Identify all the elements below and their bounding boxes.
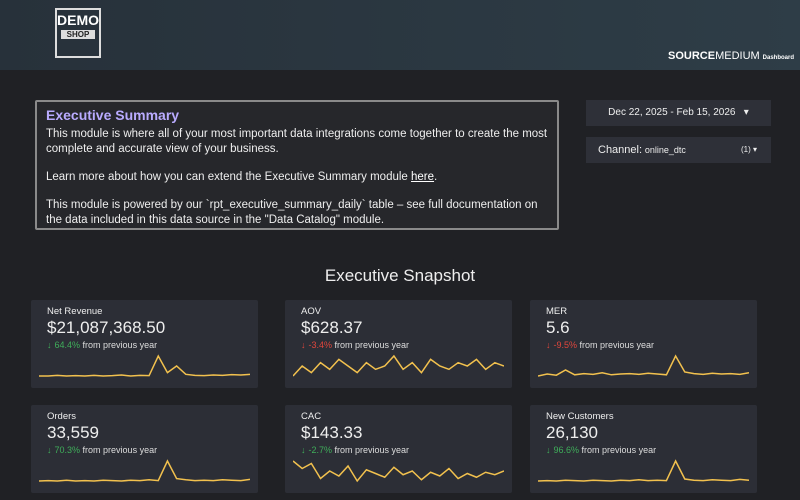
- comparison-text: from previous year: [82, 445, 158, 455]
- sparkline: [293, 460, 504, 483]
- channel-dropdown[interactable]: Channel: online_dtc (1) ▾: [586, 137, 771, 163]
- trend-arrow: ↓: [47, 445, 52, 455]
- paragraph: This module is where all of your most im…: [46, 128, 548, 155]
- metric-label: Orders: [47, 411, 77, 422]
- metric-label: New Customers: [546, 411, 614, 422]
- trend-arrow: ↓: [546, 340, 551, 350]
- sparkline-line: [293, 354, 504, 377]
- trend-arrow: ↓: [546, 445, 551, 455]
- brand-medium: MEDIUM: [715, 50, 760, 62]
- sparkline-line: [538, 459, 749, 482]
- trend-arrow: ↓: [47, 340, 52, 350]
- date-dropdown[interactable]: Dec 22, 2025 - Feb 15, 2026 ▾: [586, 100, 771, 126]
- metric-label: AOV: [301, 306, 322, 317]
- metric-card: AOV $628.37 ↓ -3.4% from previous year: [285, 300, 512, 388]
- date-range: Dec 22, 2025 - Feb 15, 2026: [608, 107, 736, 118]
- snapshot-title: Executive Snapshot: [324, 266, 476, 285]
- count: (1): [740, 145, 751, 154]
- summary-title: Executive Summary: [46, 107, 180, 123]
- text: Learn more about how you can extend the …: [46, 171, 412, 183]
- channel-count: (1) ▾: [740, 145, 757, 154]
- comparison-text: from previous year: [581, 445, 657, 455]
- comparison-text: from previous year: [334, 445, 410, 455]
- metric-change: ↓ -3.4% from previous year: [301, 340, 409, 350]
- brand-suffix: Dashboard: [762, 55, 795, 61]
- comparison-text: from previous year: [334, 340, 410, 350]
- metric-value: 26,130: [546, 423, 598, 442]
- metric-card: New Customers 26,130 ↓ 96.6% from previous …: [530, 405, 757, 493]
- logo-bottom: SHOP: [61, 30, 95, 39]
- metric-value: $628.37: [301, 318, 363, 337]
- metric-label: MER: [546, 306, 568, 317]
- brand: SOURCEMEDIUM Dashboard: [668, 50, 794, 62]
- sparkline: [293, 354, 504, 377]
- change-value: -9.5%: [553, 340, 578, 350]
- metric-change: ↓ -9.5% from previous year: [546, 340, 654, 350]
- sparkline: [39, 459, 250, 482]
- metric-card: CAC $143.33 ↓ -2.7% from previous year: [285, 405, 512, 493]
- metric-value: 5.6: [546, 318, 570, 337]
- change-value: 70.3%: [54, 445, 81, 455]
- channel-label: Channel:: [598, 144, 643, 156]
- metric-label: Net Revenue: [47, 306, 103, 317]
- metric-value: $143.33: [301, 423, 363, 442]
- sparkline-line: [39, 354, 250, 377]
- sparkline-line: [538, 354, 749, 377]
- sparkline: [538, 354, 749, 377]
- metric-label: CAC: [301, 411, 322, 422]
- metric-value: 33,559: [47, 423, 99, 442]
- paragraph: Learn more about how you can extend the …: [46, 170, 548, 185]
- header: DEMO SHOP SOURCEMEDIUM Dashboard: [0, 0, 800, 70]
- brand-source: SOURCE: [668, 50, 716, 62]
- change-value: -3.4%: [308, 340, 333, 350]
- metric-value: $21,087,368.50: [47, 318, 166, 337]
- summary-box: Executive Summary This module is where a…: [35, 100, 559, 230]
- link[interactable]: here: [411, 171, 435, 183]
- change-value: -2.7%: [308, 445, 333, 455]
- change-value: 96.6%: [553, 445, 580, 455]
- text: .: [434, 171, 438, 183]
- metric-change: ↓ 64.4% from previous year: [47, 340, 157, 350]
- metric-change: ↓ 96.6% from previous year: [546, 445, 656, 455]
- comparison-text: from previous year: [82, 340, 158, 350]
- paragraph: This module is powered by our `rpt_execu…: [46, 199, 538, 226]
- sparkline-line: [293, 460, 504, 483]
- logo-top: DEMO: [57, 12, 99, 28]
- trend-arrow: ↓: [301, 445, 306, 455]
- metric-change: ↓ 70.3% from previous year: [47, 445, 157, 455]
- metric-card: Orders 33,559 ↓ 70.3% from previous year: [31, 405, 258, 493]
- comparison-text: from previous year: [579, 340, 655, 350]
- sparkline: [538, 459, 749, 482]
- logo[interactable]: DEMO SHOP: [55, 8, 101, 58]
- sparkline-line: [39, 459, 250, 482]
- change-value: 64.4%: [54, 340, 81, 350]
- channel-value: online_dtc: [644, 145, 686, 155]
- metric-card: MER 5.6 ↓ -9.5% from previous year: [530, 300, 757, 388]
- trend-arrow: ↓: [301, 340, 306, 350]
- metric-card: Net Revenue $21,087,368.50 ↓ 64.4% from pre…: [31, 300, 258, 388]
- sparkline: [39, 354, 250, 377]
- metric-change: ↓ -2.7% from previous year: [301, 445, 409, 455]
